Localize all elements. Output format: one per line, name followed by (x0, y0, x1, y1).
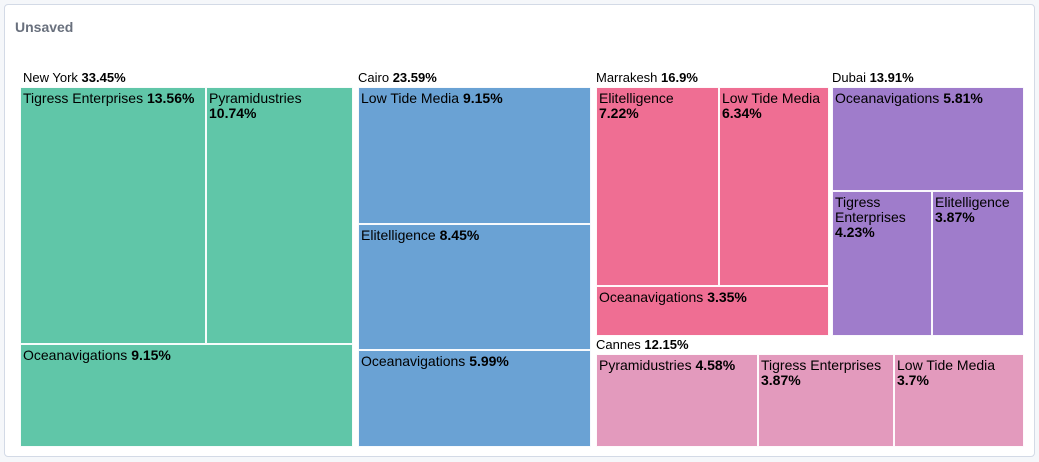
treemap-cell[interactable]: Tigress Enterprises 4.23% (832, 191, 932, 336)
cell-name: Tigress Enterprises (761, 357, 882, 373)
group-name: Marrakesh (596, 70, 662, 85)
treemap-cell[interactable]: Pyramidustries 4.58% (596, 354, 758, 447)
treemap-cell[interactable]: Oceanavigations 5.99% (358, 350, 591, 447)
treemap-cell[interactable]: Tigress Enterprises 13.56% (20, 87, 206, 344)
cell-name: Pyramidustries (209, 90, 302, 106)
cell-value: 7.22% (599, 105, 639, 121)
group-value: 33.45% (81, 70, 126, 85)
treemap-cell[interactable]: Low Tide Media 3.7% (894, 354, 1024, 447)
cell-value: 5.81% (943, 90, 983, 106)
treemap-cell[interactable]: Elitelligence 3.87% (932, 191, 1024, 336)
treemap-cell[interactable]: Elitelligence 7.22% (596, 87, 719, 286)
cell-name: Low Tide Media (722, 90, 821, 106)
cell-value: 13.56% (146, 90, 195, 106)
cell-name: Elitelligence (599, 90, 674, 106)
cell-value: 3.35% (707, 289, 747, 305)
cell-name: Elitelligence (361, 227, 440, 243)
group-value: 13.91% (869, 70, 914, 85)
cell-value: 6.34% (722, 105, 762, 121)
group-label: New York 33.45% (23, 69, 126, 87)
cell-value: 9.15% (131, 347, 171, 363)
cell-value: 10.74% (209, 105, 257, 121)
cell-name: Low Tide Media (897, 357, 996, 373)
group-name: New York (23, 70, 82, 85)
group-label: Dubai 13.91% (832, 69, 914, 87)
treemap-chart: New York 33.45% Tigress Enterprises 13.56… (20, 69, 1024, 447)
group-label: Cannes 12.15% (596, 336, 689, 354)
cell-name: Oceanavigations (361, 353, 470, 369)
treemap-cell[interactable]: Low Tide Media 6.34% (719, 87, 829, 286)
group-label: Cairo 23.59% (358, 69, 437, 87)
cell-name: Elitelligence (935, 194, 1010, 210)
cell-value: 4.23% (835, 224, 875, 240)
cell-name: Oceanavigations (835, 90, 944, 106)
group-label: Marrakesh 16.9% (596, 69, 698, 87)
treemap-cell[interactable]: Tigress Enterprises 3.87% (758, 354, 894, 447)
treemap-cell[interactable]: Pyramidustries 10.74% (206, 87, 353, 344)
cell-name: Low Tide Media (361, 90, 463, 106)
cell-name: Pyramidustries (599, 357, 696, 373)
group-name: Dubai (832, 70, 870, 85)
group-value: 12.15% (644, 337, 689, 352)
cell-name: Oceanavigations (599, 289, 708, 305)
cell-name: Oceanavigations (23, 347, 132, 363)
group-value: 16.9% (661, 70, 698, 85)
cell-value: 9.15% (462, 90, 503, 106)
group-name: Cannes (596, 337, 645, 352)
cell-name: Tigress Enterprises (23, 90, 147, 106)
visualization-panel: Unsaved New York 33.45% Tigress Enterpris… (4, 4, 1035, 457)
treemap-cell[interactable]: Low Tide Media 9.15% (358, 87, 591, 224)
cell-value: 5.99% (469, 353, 509, 369)
cell-value: 3.7% (897, 372, 929, 388)
cell-value: 4.58% (695, 357, 736, 373)
group-value: 23.59% (392, 70, 437, 85)
cell-value: 3.87% (935, 209, 975, 225)
cell-value: 8.45% (439, 227, 480, 243)
group-name: Cairo (358, 70, 393, 85)
panel-title: Unsaved (15, 19, 74, 35)
treemap-cell[interactable]: Oceanavigations 9.15% (20, 344, 353, 447)
cell-value: 3.87% (761, 372, 801, 388)
treemap-cell[interactable]: Elitelligence 8.45% (358, 224, 591, 350)
treemap-cell[interactable]: Oceanavigations 5.81% (832, 87, 1024, 191)
treemap-cell[interactable]: Oceanavigations 3.35% (596, 286, 829, 336)
cell-name: Tigress Enterprises (835, 194, 906, 225)
